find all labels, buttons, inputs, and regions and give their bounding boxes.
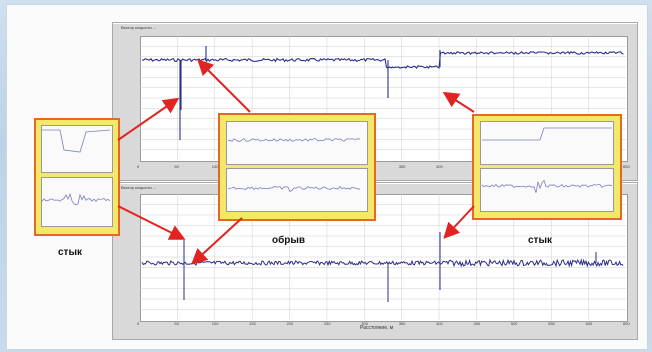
x-tick-label: 50 <box>174 321 179 326</box>
x-tick-label: 0 <box>137 164 140 169</box>
break-callout <box>218 113 376 221</box>
break-callout-bottom-chart <box>226 168 368 212</box>
x-tick-label: 200 <box>287 321 294 326</box>
x-tick-label: 600 <box>586 321 593 326</box>
x-tick-label: 0 <box>137 321 140 326</box>
arrow-right-to-top <box>442 91 475 113</box>
x-tick-label: 300 <box>361 321 368 326</box>
left-callout-bottom-chart <box>41 177 113 227</box>
callout-mini-trace <box>41 127 613 206</box>
arrow-break-to-bottom <box>191 217 243 265</box>
x-tick-label: 350 <box>399 321 406 326</box>
bottom-plot-title: Вектор скорости ... <box>121 185 157 190</box>
x-tick-label: 500 <box>511 321 518 326</box>
left-joint-label: стык <box>58 247 83 258</box>
bottom-plot-x-label: Расстояние, м <box>360 325 394 331</box>
arrow-left-to-top <box>117 97 180 141</box>
x-tick-label: 150 <box>249 321 256 326</box>
top-signal-trace <box>141 46 624 140</box>
bottom-plot-x-ticks: 0 50 100 150 200 250 300 350 400 450 500 550 600 650 <box>137 321 630 326</box>
right-callout-bottom-chart <box>480 168 614 212</box>
x-tick-label: 550 <box>548 321 555 326</box>
x-tick-label: 100 <box>212 321 219 326</box>
x-tick-label: 650 <box>623 321 630 326</box>
left-callout-top-chart <box>41 125 113 173</box>
break-label: обрыв <box>272 235 306 246</box>
x-tick-label: 400 <box>436 321 443 326</box>
bottom-signal-trace <box>141 232 624 302</box>
arrow-left-to-bottom <box>117 205 186 240</box>
top-plot-title: Вектор скорости ... <box>121 25 157 30</box>
x-tick-label: 100 <box>212 164 219 169</box>
left-joint-callout <box>34 118 120 236</box>
x-tick-label: 350 <box>399 164 406 169</box>
x-tick-label: 650 <box>623 164 630 169</box>
x-tick-label: 450 <box>473 321 480 326</box>
x-tick-label: 50 <box>174 164 179 169</box>
x-tick-label: 250 <box>324 321 331 326</box>
right-joint-label: стык <box>528 235 553 246</box>
arrow-break-to-top <box>197 59 251 113</box>
arrow-right-to-bottom <box>443 205 475 239</box>
break-callout-top-chart <box>226 121 368 165</box>
x-tick-label: 400 <box>436 164 443 169</box>
right-joint-callout <box>472 114 622 220</box>
